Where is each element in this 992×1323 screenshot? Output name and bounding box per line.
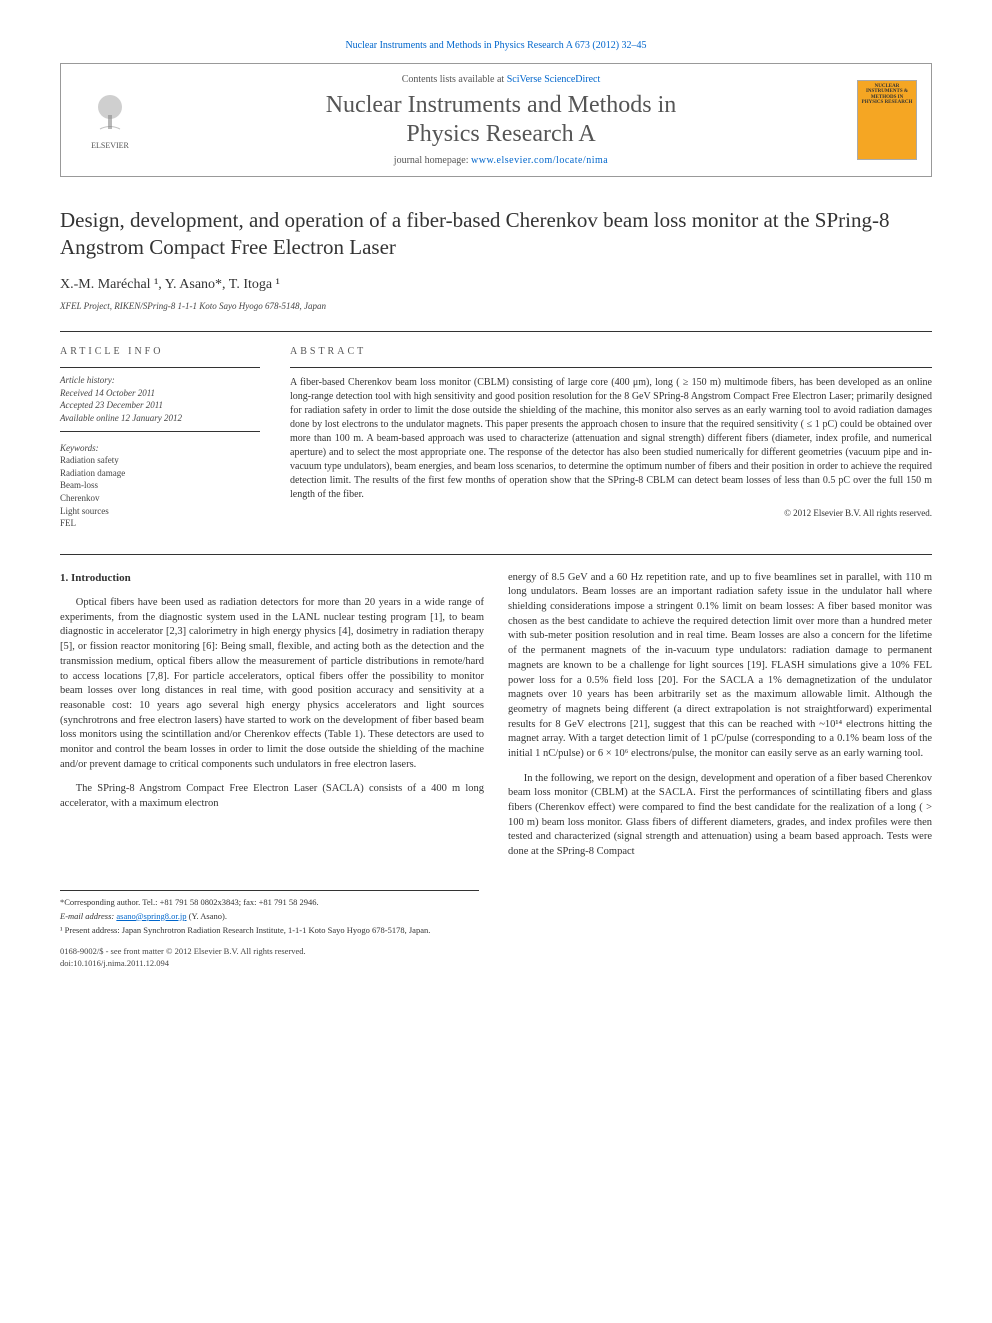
page-footer: 0168-9002/$ - see front matter © 2012 El…	[60, 946, 932, 968]
section-1-heading: 1. Introduction	[60, 571, 484, 586]
journal-header-box: ELSEVIER Contents lists available at Sci…	[60, 63, 932, 177]
homepage-line: journal homepage: www.elsevier.com/locat…	[145, 155, 857, 166]
abstract-column: ABSTRACT A fiber-based Cherenkov beam lo…	[290, 346, 932, 530]
present-address-note: ¹ Present address: Japan Synchrotron Rad…	[60, 925, 479, 937]
abstract-copyright: © 2012 Elsevier B.V. All rights reserved…	[290, 508, 932, 518]
journal-reference: Nuclear Instruments and Methods in Physi…	[60, 40, 932, 51]
left-column: 1. Introduction Optical fibers have been…	[60, 571, 484, 870]
homepage-link[interactable]: www.elsevier.com/locate/nima	[471, 155, 608, 166]
abstract-text: A fiber-based Cherenkov beam loss monito…	[290, 367, 932, 502]
article-meta-row: ARTICLE INFO Article history: Received 1…	[60, 331, 932, 530]
body-two-column: 1. Introduction Optical fibers have been…	[60, 554, 932, 870]
intro-paragraph-3: In the following, we report on the desig…	[508, 772, 932, 860]
corresponding-author-note: *Corresponding author. Tel.: +81 791 58 …	[60, 897, 479, 909]
footnotes: *Corresponding author. Tel.: +81 791 58 …	[60, 890, 479, 937]
email-line: E-mail address: asano@spring8.or.jp (Y. …	[60, 911, 479, 923]
affiliation: XFEL Project, RIKEN/SPring-8 1-1-1 Koto …	[60, 301, 932, 311]
journal-cover-thumbnail: NUCLEAR INSTRUMENTS & METHODS IN PHYSICS…	[857, 80, 917, 160]
intro-paragraph-2: The SPring-8 Angstrom Compact Free Elect…	[60, 782, 484, 811]
issn-line: 0168-9002/$ - see front matter © 2012 El…	[60, 946, 932, 957]
article-info-column: ARTICLE INFO Article history: Received 1…	[60, 346, 260, 530]
journal-name: Nuclear Instruments and Methods in Physi…	[145, 91, 857, 149]
elsevier-tree-icon	[85, 89, 135, 139]
sciencedirect-link[interactable]: SciVerse ScienceDirect	[507, 74, 601, 85]
article-info-label: ARTICLE INFO	[60, 346, 260, 357]
keywords-block: Keywords: Radiation safety Radiation dam…	[60, 442, 260, 530]
author-email-link[interactable]: asano@spring8.or.jp	[116, 911, 186, 921]
author-list: X.-M. Maréchal ¹, Y. Asano*, T. Itoga ¹	[60, 277, 932, 293]
article-title: Design, development, and operation of a …	[60, 207, 932, 262]
elsevier-logo: ELSEVIER	[75, 89, 145, 150]
right-column: energy of 8.5 GeV and a 60 Hz repetition…	[508, 571, 932, 870]
article-history: Article history: Received 14 October 201…	[60, 367, 260, 431]
header-center: Contents lists available at SciVerse Sci…	[145, 74, 857, 166]
abstract-label: ABSTRACT	[290, 346, 932, 357]
intro-paragraph-2-cont: energy of 8.5 GeV and a 60 Hz repetition…	[508, 571, 932, 762]
contents-available-line: Contents lists available at SciVerse Sci…	[145, 74, 857, 85]
intro-paragraph-1: Optical fibers have been used as radiati…	[60, 596, 484, 772]
doi-line: doi:10.1016/j.nima.2011.12.094	[60, 958, 932, 969]
